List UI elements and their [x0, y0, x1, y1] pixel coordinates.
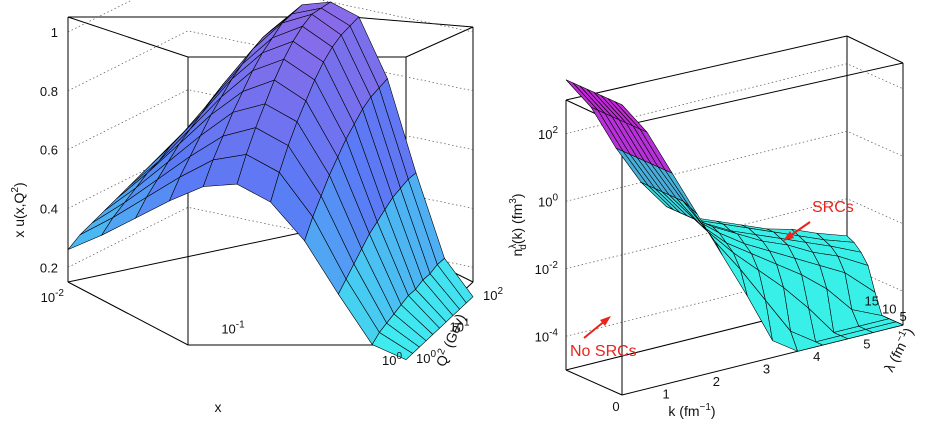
- right-x-axis-label: k (fm−1): [668, 402, 715, 419]
- right-z-tick-label: 102: [538, 125, 558, 142]
- left-surface-cell: [371, 332, 414, 361]
- right-y-tick-label: 5: [900, 309, 907, 324]
- left-y-tick-label: 100: [416, 349, 436, 366]
- right-surface-cell: [864, 321, 904, 333]
- right-z-tick-label: 10-4: [535, 327, 559, 344]
- left-y-tick-label: 101: [450, 318, 470, 335]
- left-tick-labels: 0.2 0.4 0.6 0.8 1 10-2 10-1 100 100 101 102: [40, 25, 504, 368]
- left-z-tick-label: 0.6: [40, 143, 58, 158]
- right-x-tick-label: 0: [612, 399, 619, 414]
- right-surface-mesh: [565, 79, 904, 352]
- right-x-tick-label: 3: [763, 362, 770, 377]
- left-x-tick-label: 10-1: [221, 320, 245, 337]
- right-z-gridline: [565, 198, 904, 270]
- left-z-tick-label: 0.8: [40, 84, 58, 99]
- left-z-tick-label: 0.4: [40, 201, 58, 216]
- annotation-srcs: SRCs: [783, 199, 854, 241]
- svg-text:No SRCs: No SRCs: [570, 343, 637, 360]
- right-z-tick-label: 10-2: [535, 260, 559, 277]
- right-y-axis-label: λ (fm−1): [880, 325, 917, 375]
- left-y-tick-label: 102: [483, 286, 503, 303]
- right-x-tick-label: 2: [713, 374, 720, 389]
- left-z-axis-label: x u(x,Q2): [10, 182, 27, 237]
- left-surface-mesh: [67, 1, 474, 361]
- right-z-gridline: [565, 63, 904, 135]
- left-z-tick-label: 0.2: [40, 260, 58, 275]
- right-x-tick-label: 4: [813, 349, 820, 364]
- left-z-gridline: [67, 0, 474, 33]
- right-y-tick-label: 10: [882, 301, 896, 316]
- left-x-tick-label: 10-2: [41, 288, 65, 305]
- right-z-axis-label: nλd(k) (fm3): [508, 193, 529, 256]
- right-z-gridline: [565, 265, 904, 337]
- left-x-axis-label: x: [215, 399, 222, 415]
- left-x-tick-label: 100: [382, 351, 402, 368]
- left-surface-chart: 0.2 0.4 0.6 0.8 1 10-2 10-1 100 100 101 102 x u(x,…: [10, 0, 503, 415]
- left-surface-cell: [67, 216, 114, 250]
- annotation-no-srcs: No SRCs: [570, 316, 637, 360]
- left-z-tick-label: 1: [51, 25, 58, 40]
- svg-text:SRCs: SRCs: [812, 199, 854, 216]
- right-x-tick-label: 1: [663, 387, 670, 402]
- right-y-tick-label: 15: [865, 294, 879, 309]
- right-x-tick-label: 5: [863, 337, 870, 352]
- right-z-tick-label: 100: [538, 192, 558, 209]
